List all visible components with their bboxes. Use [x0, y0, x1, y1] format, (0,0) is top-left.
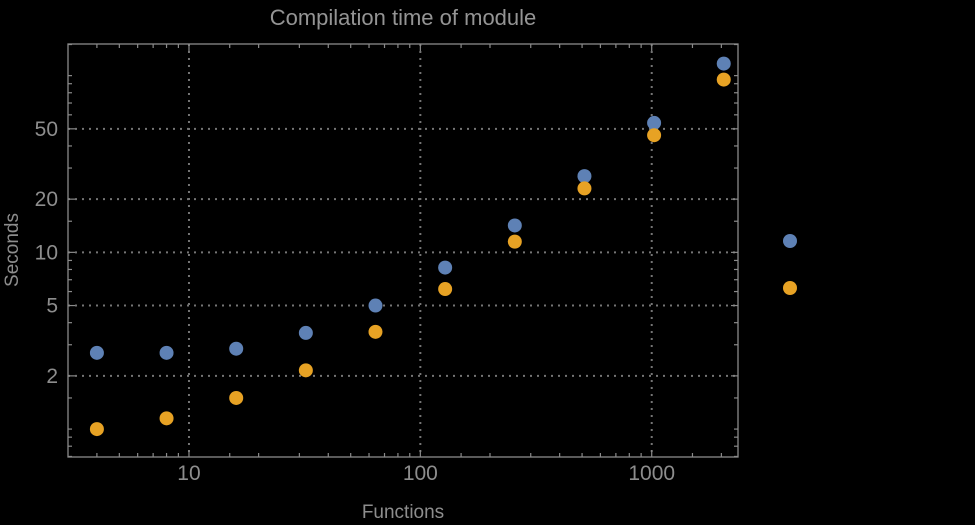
y-tick-label: 10 — [35, 241, 58, 264]
data-point-blue-x1024 — [647, 115, 662, 130]
data-point-orange-x64 — [368, 324, 383, 339]
data-point-blue-x8 — [159, 345, 174, 360]
data-point-blue-x64 — [368, 298, 383, 313]
x-tick-label: 100 — [403, 462, 438, 485]
data-point-orange-x8 — [159, 411, 174, 426]
legend-marker-blue — [783, 234, 797, 248]
data-point-orange-x32 — [298, 363, 313, 378]
data-point-orange-x256 — [507, 234, 522, 249]
data-point-orange-x16 — [229, 390, 244, 405]
y-tick-label: 2 — [46, 365, 58, 388]
data-point-orange-x512 — [577, 181, 592, 196]
data-point-blue-x16 — [229, 341, 244, 356]
plot-title: Compilation time of module — [269, 5, 537, 30]
y-tick-label: 5 — [46, 295, 58, 318]
y-axis-label: Seconds — [2, 213, 23, 287]
y-tick-label: 50 — [35, 118, 58, 141]
data-point-blue-x512 — [577, 169, 592, 184]
x-axis-label: Functions — [361, 502, 445, 523]
y-tick-label: 20 — [35, 188, 58, 211]
x-tick-label: 1000 — [628, 462, 675, 485]
data-point-blue-x2048 — [716, 56, 731, 71]
legend-marker-orange — [783, 281, 797, 295]
plot-frame — [67, 43, 739, 458]
data-point-orange-x128 — [438, 282, 453, 297]
data-point-orange-x1024 — [647, 128, 662, 143]
x-tick-label: 10 — [177, 462, 200, 485]
data-point-blue-x256 — [507, 218, 522, 233]
data-point-blue-x128 — [438, 260, 453, 275]
data-point-orange-x2048 — [716, 72, 731, 87]
data-point-blue-x32 — [298, 325, 313, 340]
data-point-orange-x4 — [89, 422, 104, 437]
data-point-blue-x4 — [89, 345, 104, 360]
